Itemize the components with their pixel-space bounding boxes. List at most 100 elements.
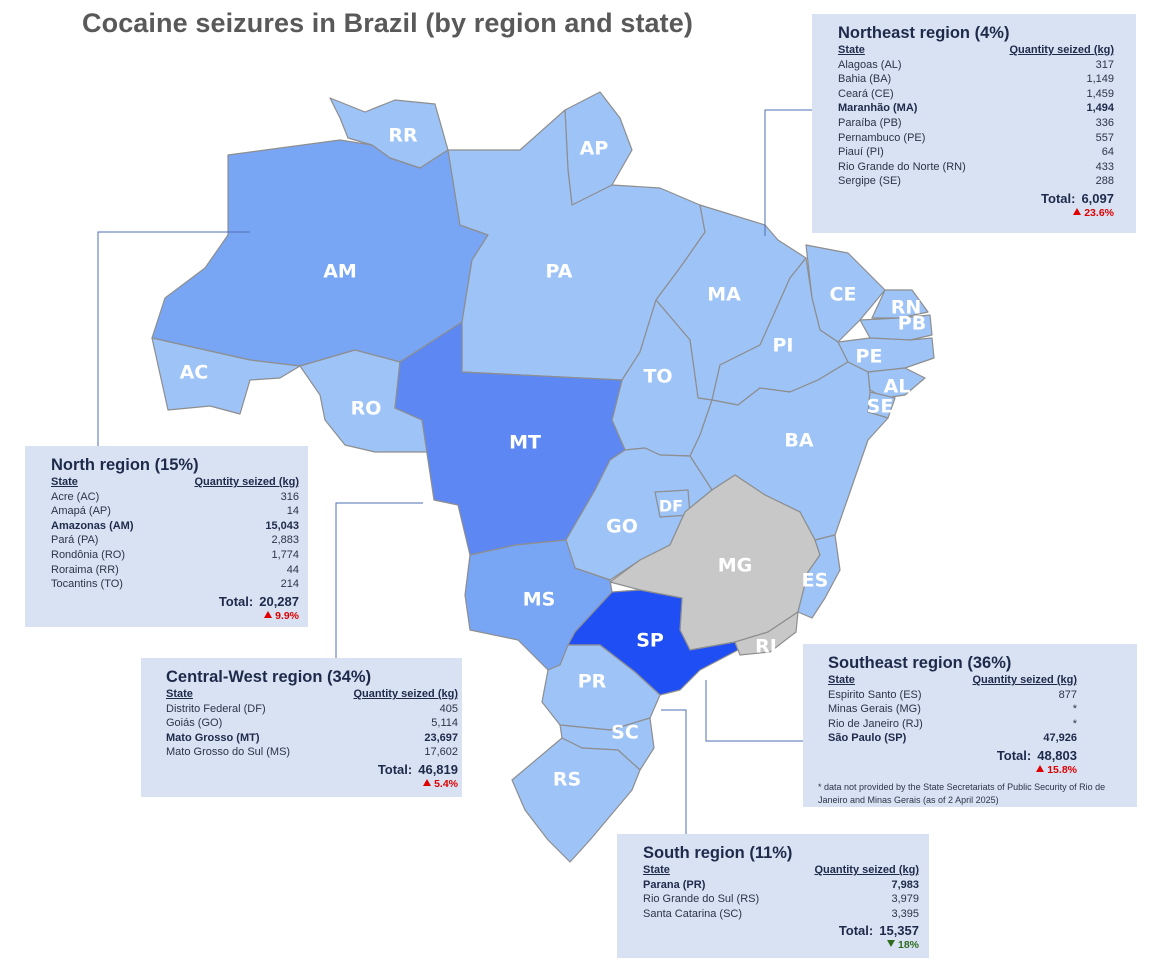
label-MS: MS [523,589,556,611]
state-RO[interactable] [299,349,435,453]
state-RN[interactable] [871,289,929,319]
label-PI: PI [773,335,794,357]
quantity-column-header: Quantity seized (kg) [972,674,1077,686]
total-value: 15,357 [879,923,919,939]
central-west-region-title: Central-West region (34%) [166,668,372,686]
state-name: Mato Grosso do Sul (MS) [166,746,291,759]
label-AP: AP [580,138,609,160]
leader-southeast [705,680,803,742]
triangle-up-icon [423,778,432,786]
state-name: Rio Grande do Norte (RN) [838,160,966,173]
state-value: 64 [1101,146,1114,159]
northeast-region-panel: Northeast region (4%) State Quantity sei… [812,14,1136,233]
state-value: 47,926 [1043,732,1077,745]
state-value: 3,395 [891,907,919,920]
southeast-region-title: Southeast region (36%) [828,654,1012,672]
triangle-up-icon [1073,207,1082,215]
table-row: Amapá (AP) 14 [51,504,299,519]
state-value: 7,983 [891,878,919,891]
state-value: 316 [280,490,299,503]
change-value: 9.9% [275,609,299,622]
state-name: Maranhão (MA) [838,102,918,115]
table-row: Piauí (PI) 64 [838,145,1114,160]
state-value: 877 [1058,688,1077,701]
label-MA: MA [707,284,741,306]
state-name: Amapá (AP) [51,505,111,518]
label-MT: MT [509,432,541,454]
state-name: Tocantins (TO) [51,578,123,591]
total-label: Total: [218,593,254,609]
state-value: 433 [1095,160,1114,173]
label-AC: AC [180,362,209,384]
label-PB: PB [898,313,926,335]
north-region-title: North region (15%) [51,456,199,474]
state-AM[interactable] [151,139,489,367]
state-column-header: State [828,674,855,686]
quantity-column-header: Quantity seized (kg) [1009,44,1114,56]
label-RS: RS [553,769,581,791]
total-value: 20,287 [259,593,299,609]
label-CE: CE [830,284,857,306]
table-header: State Quantity seized (kg) [828,673,1077,688]
triangle-up-icon [264,610,273,618]
state-column-header: State [643,864,670,876]
table-row: Mato Grosso do Sul (MS) 17,602 [166,745,458,760]
table-row: Minas Gerais (MG) * [828,702,1077,717]
table-row: Distrito Federal (DF) 405 [166,702,458,717]
table-row: Rondônia (RO) 1,774 [51,548,299,563]
state-name: Acre (AC) [51,490,100,503]
state-value: 14 [286,505,299,518]
table-row: Pará (PA) 2,883 [51,533,299,548]
label-AL: AL [884,376,911,398]
state-name: Paraíba (PB) [838,116,902,129]
state-name: Goiás (GO) [166,717,223,730]
state-name: Sergipe (SE) [838,175,901,188]
state-RS[interactable] [511,737,641,863]
state-AC[interactable] [151,337,301,415]
footnote: * data not provided by the State Secreta… [818,781,1106,805]
state-value: 1,494 [1086,102,1114,115]
label-RN: RN [891,297,922,319]
central-west-region-panel: Central-West region (34%) State Quantity… [141,658,462,797]
total-value: 6,097 [1081,190,1114,206]
quantity-column-header: Quantity seized (kg) [194,476,299,488]
state-value: 1,459 [1086,87,1114,100]
change-indicator: 5.4% [166,778,458,791]
table-row: Ceará (CE) 1,459 [838,87,1114,102]
state-RJ[interactable] [734,611,799,656]
state-PR[interactable] [541,644,661,731]
quantity-column-header: Quantity seized (kg) [814,864,919,876]
state-name: Mato Grosso (MT) [166,731,260,744]
change-value: 18% [897,939,919,952]
page-title: Cocaine seizures in Brazil (by region an… [82,8,693,38]
table-row-highlight: São Paulo (SP) 47,926 [828,731,1077,746]
label-DF: DF [659,497,683,516]
state-value: 5,114 [431,717,458,730]
state-name: Rio de Janeiro (RJ) [828,717,923,730]
state-name: Minas Gerais (MG) [828,703,921,716]
total-label: Total: [1041,190,1076,206]
table-row-highlight: Maranhão (MA) 1,494 [838,101,1114,116]
state-value: 15,043 [265,519,299,532]
table-row: Rio de Janeiro (RJ) * [828,717,1077,732]
state-name: Rondônia (RO) [51,548,125,561]
table-header: State Quantity seized (kg) [643,863,919,878]
triangle-up-icon [1036,764,1045,772]
state-value: * [1072,717,1077,730]
state-ES[interactable] [797,534,841,619]
state-value: 23,697 [424,731,458,744]
table-row: Rio Grande do Sul (RS) 3,979 [643,892,919,907]
table-row: Sergipe (SE) 288 [838,174,1114,189]
state-value: 44 [286,563,299,576]
southeast-region-panel: Southeast region (36%) State Quantity se… [803,644,1137,807]
total-label: Total: [996,747,1032,763]
state-value: 1,149 [1086,73,1114,86]
state-name: Pernambuco (PE) [838,131,926,144]
total-label: Total: [377,761,413,777]
state-value: 2,883 [271,534,299,547]
label-SC: SC [611,722,639,744]
label-RR: RR [388,125,418,147]
leader-northeast [764,109,812,236]
label-RJ: RJ [755,636,777,658]
region-total: Total: 15,357 [643,923,919,939]
